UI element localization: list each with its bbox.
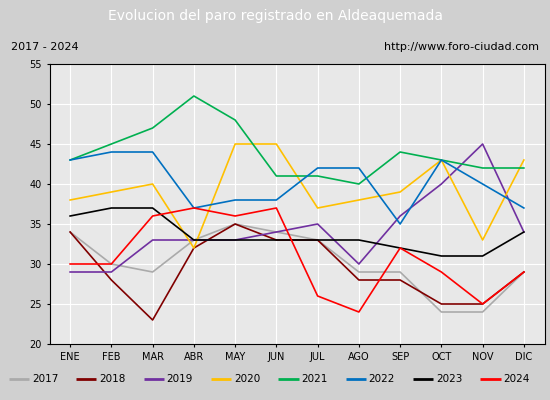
Text: 2021: 2021 xyxy=(301,374,328,384)
Text: 2017: 2017 xyxy=(32,374,58,384)
Text: 2019: 2019 xyxy=(167,374,193,384)
Text: Evolucion del paro registrado en Aldeaquemada: Evolucion del paro registrado en Aldeaqu… xyxy=(107,9,443,23)
Text: http://www.foro-ciudad.com: http://www.foro-ciudad.com xyxy=(384,42,539,52)
Text: 2023: 2023 xyxy=(436,374,463,384)
Text: 2024: 2024 xyxy=(503,374,530,384)
Text: 2017 - 2024: 2017 - 2024 xyxy=(11,42,79,52)
Text: 2022: 2022 xyxy=(368,374,395,384)
Text: 2020: 2020 xyxy=(234,374,260,384)
Text: 2018: 2018 xyxy=(99,374,125,384)
